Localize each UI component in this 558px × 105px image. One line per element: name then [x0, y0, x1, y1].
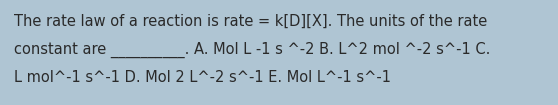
- Text: The rate law of a reaction is rate = k[D][X]. The units of the rate: The rate law of a reaction is rate = k[D…: [14, 14, 487, 29]
- Text: L mol^-1 s^-1 D. Mol 2 L^-2 s^-1 E. Mol L^-1 s^-1: L mol^-1 s^-1 D. Mol 2 L^-2 s^-1 E. Mol …: [14, 70, 391, 85]
- Text: constant are __________. A. Mol L -1 s ^-2 B. L^2 mol ^-2 s^-1 C.: constant are __________. A. Mol L -1 s ^…: [14, 42, 490, 58]
